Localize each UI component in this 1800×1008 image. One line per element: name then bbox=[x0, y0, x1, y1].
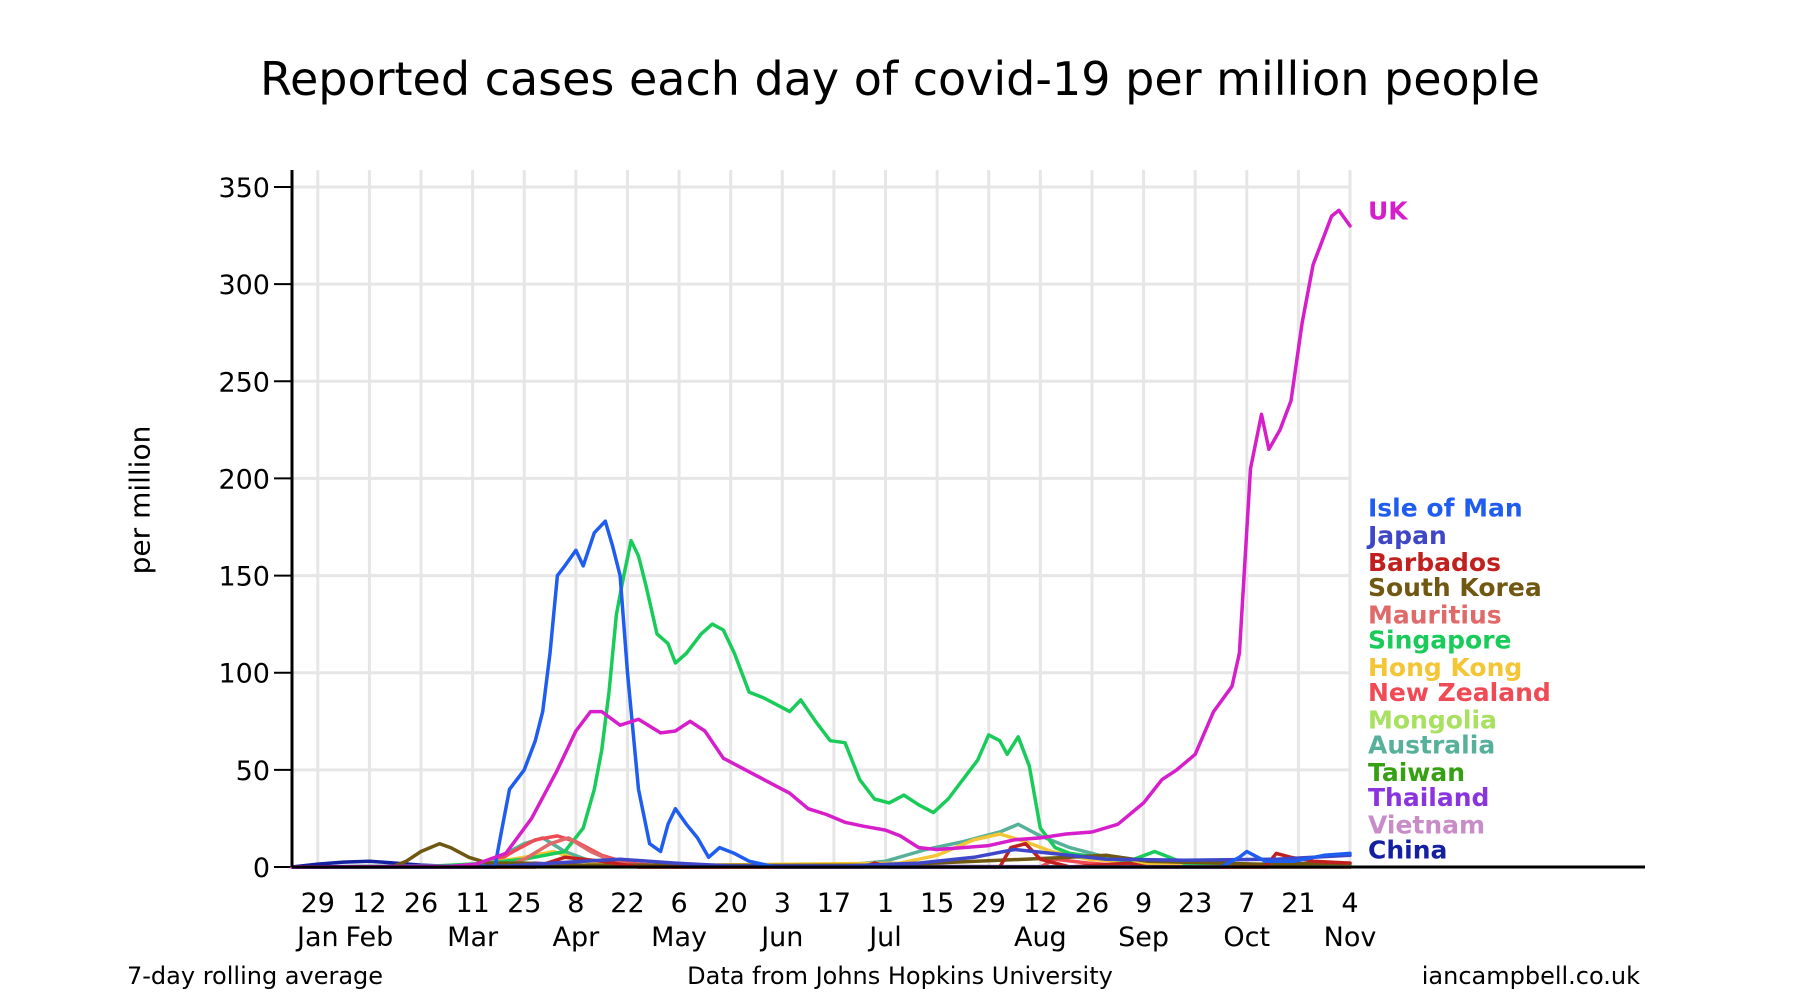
x-tick-label: 12 bbox=[1023, 888, 1057, 919]
x-tick-label: 29 bbox=[301, 888, 335, 919]
series-line-uk bbox=[290, 208, 1352, 869]
x-tick-label: 15 bbox=[920, 888, 954, 919]
x-tick-month-label: May bbox=[651, 922, 707, 953]
x-tick-month-label: Feb bbox=[346, 922, 394, 953]
y-tick-label: 100 bbox=[218, 659, 270, 690]
x-tick-label: 6 bbox=[670, 888, 687, 919]
legend-label-south-korea: South Korea bbox=[1368, 573, 1542, 602]
x-tick-label: 26 bbox=[1075, 888, 1109, 919]
x-tick-label: 23 bbox=[1178, 888, 1212, 919]
x-tick-label: 21 bbox=[1281, 888, 1315, 919]
y-tick-label: 300 bbox=[218, 270, 270, 301]
x-tick-label: 12 bbox=[352, 888, 386, 919]
y-tick-label: 200 bbox=[218, 464, 270, 495]
y-tick-label: 350 bbox=[218, 173, 270, 204]
legend-label-australia: Australia bbox=[1368, 731, 1495, 760]
x-tick-month-label: Apr bbox=[552, 922, 600, 953]
x-tick-month-label: Nov bbox=[1324, 922, 1377, 953]
series-line-singapore bbox=[290, 538, 1352, 869]
legend-label-barbados: Barbados bbox=[1368, 548, 1501, 577]
x-tick-label: 4 bbox=[1341, 888, 1358, 919]
x-tick-month-label: Oct bbox=[1223, 922, 1270, 953]
x-tick-label: 3 bbox=[774, 888, 791, 919]
x-tick-label: 29 bbox=[972, 888, 1006, 919]
series-line-barbados bbox=[290, 841, 1352, 869]
x-tick-label: 9 bbox=[1135, 888, 1152, 919]
x-tick-label: 20 bbox=[714, 888, 748, 919]
footer-source: Data from Johns Hopkins University bbox=[687, 962, 1113, 990]
legend-label-vietnam: Vietnam bbox=[1368, 810, 1485, 839]
y-tick-label: 250 bbox=[218, 367, 270, 398]
legend-label-mauritius: Mauritius bbox=[1368, 600, 1502, 629]
x-tick-label: 8 bbox=[567, 888, 584, 919]
x-tick-label: 26 bbox=[404, 888, 438, 919]
legend-label-china: China bbox=[1368, 836, 1447, 865]
y-tick-label: 50 bbox=[236, 756, 270, 787]
y-tick-label: 0 bbox=[253, 853, 270, 884]
x-tick-month-label: Sep bbox=[1118, 922, 1169, 953]
footer-note: 7-day rolling average bbox=[127, 962, 384, 990]
x-tick-label: 25 bbox=[507, 888, 541, 919]
x-tick-month-label: Aug bbox=[1014, 922, 1067, 953]
legend-label-japan: Japan bbox=[1366, 521, 1447, 550]
y-tick-label: 150 bbox=[218, 562, 270, 593]
x-tick-label: 11 bbox=[455, 888, 489, 919]
legend-label-mongolia: Mongolia bbox=[1368, 705, 1497, 734]
x-tick-month-label: Jun bbox=[759, 922, 803, 953]
series-line-isle-of-man bbox=[290, 519, 1352, 869]
legend-label-taiwan: Taiwan bbox=[1368, 758, 1465, 787]
legend-label-uk: UK bbox=[1368, 196, 1409, 225]
x-tick-label: 17 bbox=[817, 888, 851, 919]
legend-label-new-zealand: New Zealand bbox=[1368, 678, 1551, 707]
x-tick-label: 7 bbox=[1238, 888, 1255, 919]
legend-label-hong-kong: Hong Kong bbox=[1368, 653, 1522, 682]
x-tick-month-label: Mar bbox=[447, 922, 499, 953]
legend-label-singapore: Singapore bbox=[1368, 626, 1512, 655]
legend-label-thailand: Thailand bbox=[1368, 783, 1489, 812]
x-tick-month-label: Jan bbox=[295, 922, 339, 953]
legend-label-isle-of-man: Isle of Man bbox=[1368, 494, 1523, 523]
series-line-japan bbox=[290, 847, 1352, 869]
x-tick-label: 1 bbox=[877, 888, 894, 919]
x-tick-month-label: Jul bbox=[867, 922, 902, 953]
chart-title: Reported cases each day of covid-19 per … bbox=[260, 52, 1540, 106]
x-tick-label: 22 bbox=[610, 888, 644, 919]
footer-credit: iancampbell.co.uk bbox=[1421, 962, 1640, 990]
series-line-south-korea bbox=[290, 841, 1352, 869]
